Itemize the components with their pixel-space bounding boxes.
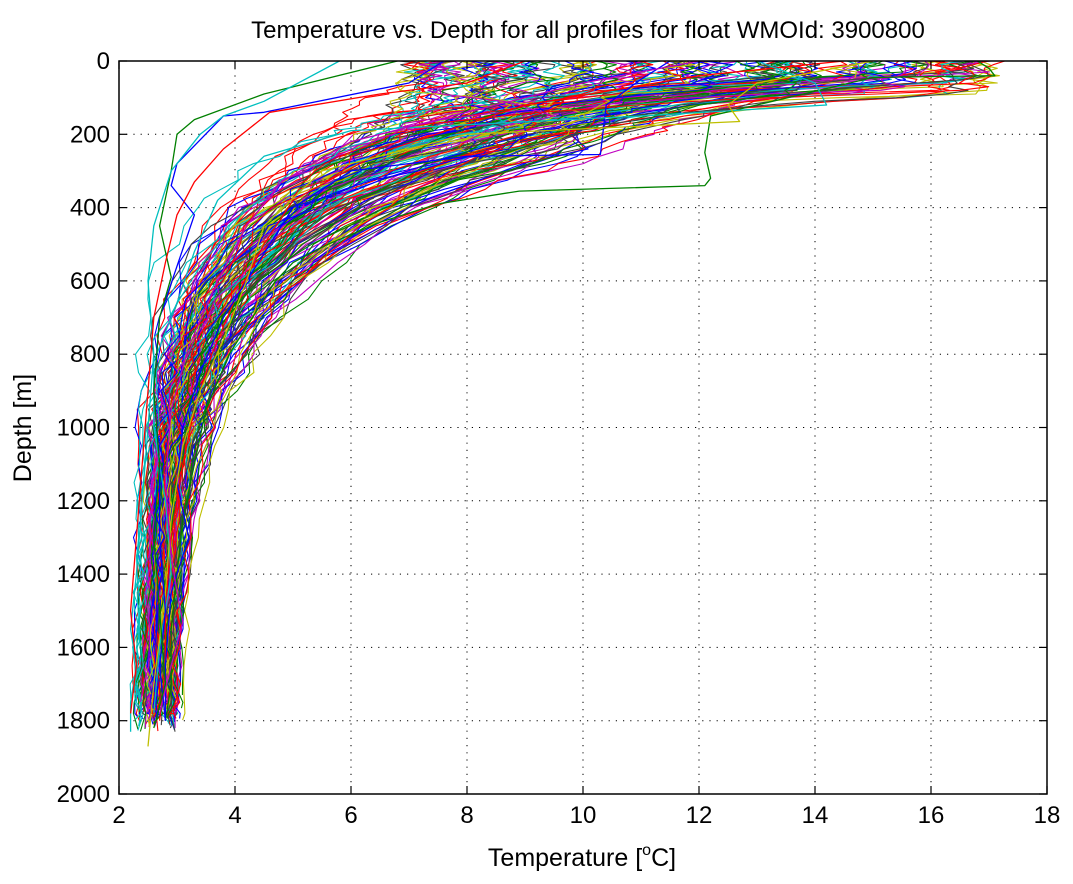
x-tick-label: 14 — [802, 802, 829, 829]
temperature-profile-line — [166, 61, 511, 723]
y-tick-label: 400 — [70, 195, 110, 222]
temperature-profile-line — [167, 61, 654, 715]
y-tick-label: 600 — [70, 268, 110, 295]
y-tick-label: 200 — [70, 121, 110, 148]
y-axis-label: Depth [m] — [9, 374, 37, 482]
x-tick-label: 10 — [570, 802, 597, 829]
temperature-profile-line — [154, 61, 595, 717]
temperature-profile-line — [158, 61, 700, 714]
temperature-profile-line — [164, 61, 996, 721]
y-tick-label: 1400 — [57, 561, 110, 588]
y-tick-label: 1600 — [57, 634, 110, 661]
temperature-profile-line — [142, 61, 907, 720]
x-tick-label: 12 — [686, 802, 713, 829]
x-tick-label: 4 — [228, 802, 241, 829]
chart-title: Temperature vs. Depth for all profiles f… — [251, 17, 925, 44]
profile-lines — [129, 61, 1005, 747]
temperature-profile-line — [147, 61, 874, 747]
temperature-profile-line — [140, 61, 555, 702]
temperature-profile-line — [129, 61, 526, 714]
temperature-profile-line — [168, 61, 976, 698]
x-tick-label: 18 — [1034, 802, 1061, 829]
x-tick-label: 8 — [460, 802, 473, 829]
temperature-profile-line — [139, 61, 822, 732]
x-tick-label: 16 — [918, 802, 945, 829]
temperature-profile-line — [164, 61, 482, 707]
temperature-profile-line — [172, 61, 649, 719]
temperature-profile-line — [146, 61, 991, 722]
y-tick-label: 800 — [70, 341, 110, 368]
x-tick-label: 6 — [344, 802, 357, 829]
temperature-profile-line — [132, 61, 802, 720]
y-tick-label: 0 — [97, 48, 110, 75]
temperature-profile-line — [152, 61, 558, 724]
temperature-profile-line — [158, 61, 845, 721]
temperature-profile-line — [169, 61, 497, 711]
axis-ticks: 2 4 6 8 10 12 14 16 18 0 200 400 600 800 1000 1200 1400 1… — [57, 48, 1061, 829]
temperature-profile-line — [153, 61, 445, 721]
y-tick-label: 1000 — [57, 415, 110, 442]
x-axis-label-superscript: o — [642, 842, 651, 859]
x-axis-label: Temperature [oC] — [488, 842, 676, 872]
x-tick-label: 2 — [112, 802, 125, 829]
x-axis-label-suffix: C] — [651, 844, 676, 872]
temperature-profile-line — [169, 61, 813, 714]
temperature-profile-line — [154, 61, 685, 732]
y-tick-label: 2000 — [57, 781, 110, 808]
y-tick-label: 1200 — [57, 488, 110, 515]
x-axis-label-prefix: Temperature [ — [488, 844, 642, 872]
temperature-profile-line — [164, 61, 671, 721]
temperature-profile-line — [153, 61, 398, 729]
y-tick-label: 1800 — [57, 708, 110, 735]
